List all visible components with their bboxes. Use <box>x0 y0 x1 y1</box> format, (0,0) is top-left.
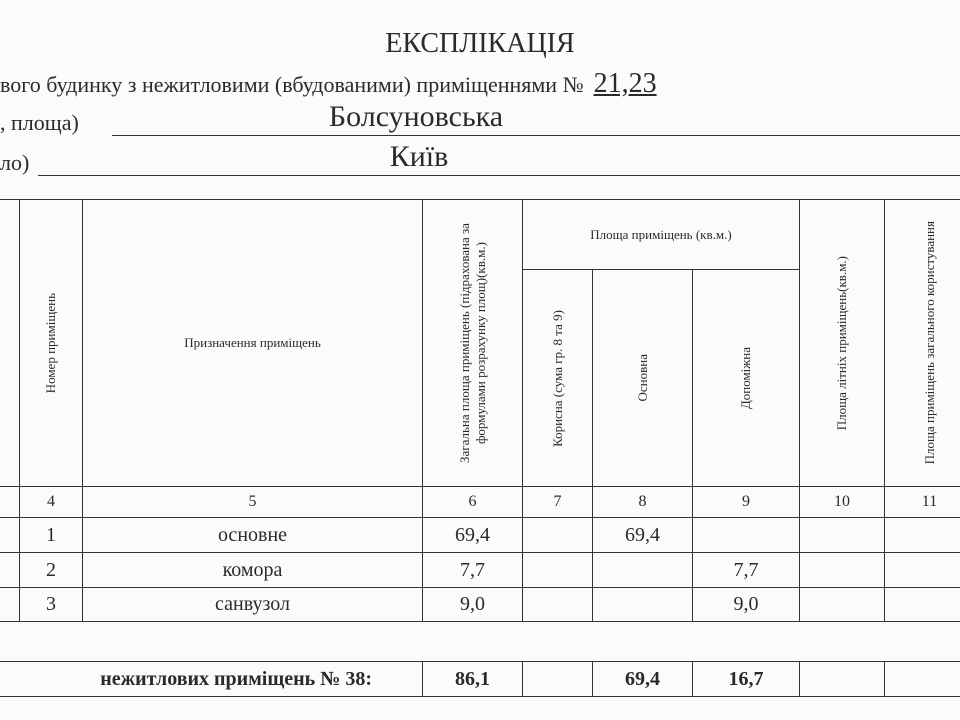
premises-numbers: 21,23 <box>593 68 657 99</box>
table-cell-number-text: 3 <box>46 593 56 615</box>
table-cell-purpose: основне <box>82 517 423 553</box>
table-cell-summer <box>799 587 885 622</box>
table-cell-main <box>592 587 693 622</box>
total-label-text: нежитлових приміщень № 38: <box>100 667 372 690</box>
total-cell-useful <box>522 661 593 697</box>
header-purpose: Призначення приміщень <box>82 199 423 487</box>
header-main: Основна <box>592 269 693 487</box>
column-number-text: 8 <box>638 493 647 510</box>
table-cell-number: 2 <box>19 552 83 588</box>
table-cell-aux <box>692 517 800 553</box>
header-auxiliary-text: Допоміжна <box>738 346 753 410</box>
table-cell-purpose: санвузол <box>82 587 423 622</box>
total-cell-common <box>884 661 960 697</box>
subtitle-text: вого будинку з нежитловими (вбудованими)… <box>0 72 584 97</box>
header-col-blank <box>0 199 20 487</box>
total-cell-total: 86,1 <box>422 661 523 697</box>
street-label: , площа) <box>0 110 79 135</box>
column-number: 11 <box>884 486 960 518</box>
column-number-text: 7 <box>553 493 562 510</box>
street-value: Болсуновська <box>328 100 504 133</box>
table-cell-total: 9,0 <box>422 587 523 622</box>
table-cell-aux: 7,7 <box>692 552 800 588</box>
header-main-text: Основна <box>634 354 650 402</box>
total-cell-aux-text: 16,7 <box>728 667 764 690</box>
table-cell-common <box>884 517 960 553</box>
col-number-blank <box>0 486 20 518</box>
column-number-text: 6 <box>468 493 477 510</box>
city-underline <box>38 175 960 176</box>
column-number-text: 5 <box>248 493 257 510</box>
table-cell-aux-text: 7,7 <box>733 558 759 581</box>
city-value: Київ <box>389 140 449 173</box>
header-area-group: Площа приміщень (кв.м.) <box>522 199 800 270</box>
table-cell-number: 3 <box>19 587 83 622</box>
total-cell-main-text: 69,4 <box>625 667 660 690</box>
subtitle: вого будинку з нежитловими (вбудованими)… <box>0 68 657 100</box>
table-cell-main: 69,4 <box>592 517 693 553</box>
total-cell-aux: 16,7 <box>692 661 800 697</box>
total-cell-main: 69,4 <box>592 661 693 697</box>
table-cell-main <box>592 552 693 588</box>
table-cell-purpose-text: основне <box>217 523 288 546</box>
header-useful: Корисна (сума гр. 8 та 9) <box>522 269 593 487</box>
header-useful-text: Корисна (сума гр. 8 та 9) <box>549 309 565 447</box>
column-number-text: 9 <box>742 493 750 510</box>
table-cell-number: 1 <box>19 517 83 553</box>
header-auxiliary: Допоміжна <box>692 269 800 487</box>
table-cell-useful <box>522 587 593 622</box>
total-cell-total-text: 86,1 <box>455 667 490 690</box>
column-number: 7 <box>522 486 593 518</box>
total-cell-summer <box>799 661 885 697</box>
header-room-number-text: Номер приміщень <box>43 292 58 394</box>
table-cell-total: 7,7 <box>422 552 523 588</box>
table-cell-useful <box>522 552 593 588</box>
table-cell-main-text: 69,4 <box>625 523 660 546</box>
header-total-area-text: Загальна площа приміщень (підрахована за… <box>456 223 488 463</box>
column-number: 6 <box>422 486 523 518</box>
table-cell-number-text: 1 <box>46 523 56 546</box>
column-number-text: 11 <box>921 493 938 510</box>
header-room-number: Номер приміщень <box>19 199 83 487</box>
header-common: Площа приміщень загального користування <box>884 199 960 487</box>
table-cell-total-text: 69,4 <box>455 523 490 546</box>
table-cell-aux: 9,0 <box>692 587 800 622</box>
column-number: 10 <box>799 486 885 518</box>
total-label: нежитлових приміщень № 38: <box>0 661 423 697</box>
table-cell-total-text: 7,7 <box>460 558 485 581</box>
header-total-area: Загальна площа приміщень (підрахована за… <box>422 199 523 487</box>
table-cell-summer <box>799 552 885 588</box>
city-label: ло) <box>0 150 30 175</box>
header-summer: Площа літніх приміщень(кв.м.) <box>799 199 885 487</box>
row-blank <box>0 517 20 553</box>
header-summer-text: Площа літніх приміщень(кв.м.) <box>834 255 849 431</box>
column-number: 9 <box>692 486 800 518</box>
table-cell-purpose-text: санвузол <box>215 593 290 615</box>
header-purpose-text: Призначення приміщень <box>184 335 321 350</box>
table-cell-total-text: 9,0 <box>460 593 485 615</box>
column-number: 5 <box>82 486 423 518</box>
table-cell-common <box>884 552 960 588</box>
column-number: 8 <box>592 486 693 518</box>
street-underline <box>112 135 960 136</box>
header-common-text: Площа приміщень загального користування <box>921 221 937 465</box>
row-blank <box>0 552 20 588</box>
table-cell-summer <box>799 517 885 553</box>
table-cell-purpose-text: комора <box>222 558 283 581</box>
table-cell-aux-text: 9,0 <box>733 593 759 615</box>
table-cell-number-text: 2 <box>46 558 56 581</box>
row-blank <box>0 587 20 622</box>
table-cell-total: 69,4 <box>422 517 523 553</box>
table-cell-common <box>884 587 960 622</box>
column-number-text: 4 <box>47 493 55 510</box>
table-cell-useful <box>522 517 593 553</box>
column-number-text: 10 <box>834 493 850 510</box>
column-number: 4 <box>19 486 83 518</box>
header-area-group-text: Площа приміщень (кв.м.) <box>590 226 732 242</box>
table-cell-purpose: комора <box>82 552 423 588</box>
document-title: ЕКСПЛІКАЦІЯ <box>385 28 575 59</box>
